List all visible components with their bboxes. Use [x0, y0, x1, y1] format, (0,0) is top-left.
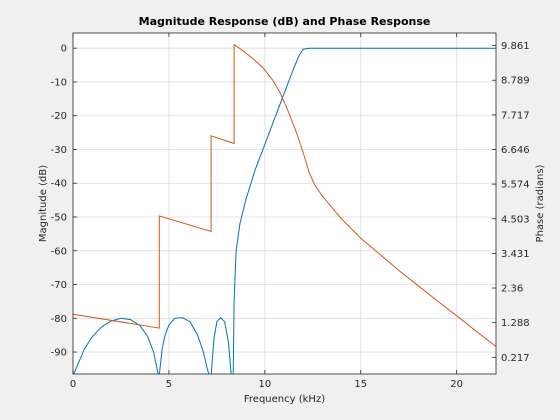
tick-marks [72, 33, 496, 374]
series-layer [73, 43, 496, 374]
tick-labels: 0 5 10 15 20 0 -10 -20 -30 -40 -50 -60 -70 -80 -90 9.86… [51, 41, 530, 390]
grid-lines [72, 33, 496, 374]
y-right-tick-label: 8.789 [501, 76, 530, 87]
magnitude-response-line [73, 47, 496, 374]
y-right-tick-label: 4.503 [501, 214, 530, 225]
y-left-tick-label: -30 [51, 145, 67, 156]
y-left-tick-label: -70 [51, 280, 67, 291]
y-left-tick-label: -40 [51, 179, 67, 190]
y-left-tick-label: -50 [51, 213, 67, 224]
plot-area [73, 33, 496, 374]
y-left-tick-label: -60 [51, 246, 67, 257]
y-left-tick-label: -20 [51, 111, 67, 122]
y-right-tick-label: 1.288 [501, 318, 530, 329]
y-right-tick-label: 7.717 [501, 110, 530, 121]
x-tick-label: 20 [450, 379, 463, 390]
y-left-tick-label: -80 [51, 314, 67, 325]
chart-title: Magnitude Response (dB) and Phase Respon… [139, 15, 431, 28]
x-tick-label: 10 [258, 379, 271, 390]
y-left-tick-label: -90 [51, 348, 67, 359]
x-tick-label: 0 [70, 379, 76, 390]
x-axis-label: Frequency (kHz) [244, 394, 325, 405]
y-left-tick-label: 0 [61, 44, 67, 55]
axes-frame [72, 32, 497, 375]
y-right-tick-label: 0.217 [501, 353, 530, 364]
y-right-tick-label: 2.36 [501, 284, 523, 295]
y-right-tick-label: 3.431 [501, 249, 530, 260]
y-axis-left-label: Magnitude (dB) [38, 165, 49, 242]
y-right-tick-label: 6.646 [501, 145, 530, 156]
x-tick-label: 15 [354, 379, 367, 390]
x-tick-label: 5 [166, 379, 172, 390]
y-right-tick-label: 5.574 [501, 180, 530, 191]
y-left-tick-label: -10 [51, 77, 67, 88]
y-right-tick-label: 9.861 [501, 41, 530, 52]
phase-response-line [73, 43, 496, 347]
y-axis-right-label: Phase (radians) [535, 164, 546, 242]
